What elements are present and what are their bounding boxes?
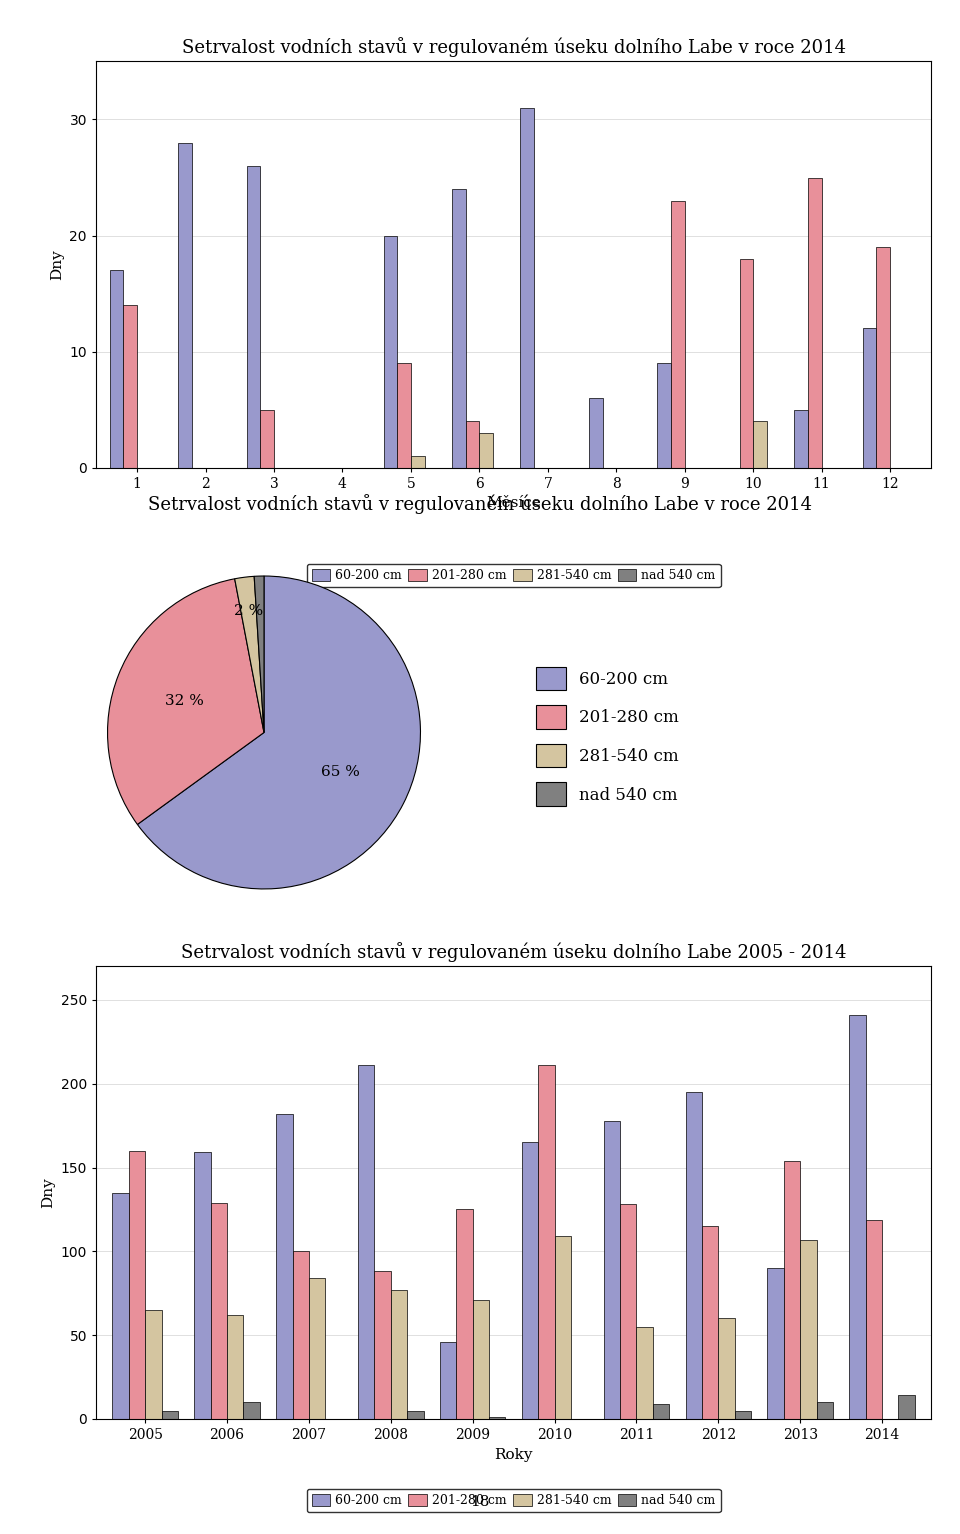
Wedge shape — [137, 575, 420, 888]
Bar — [899, 1396, 915, 1419]
Bar — [653, 1404, 669, 1419]
Bar — [179, 143, 192, 468]
Bar — [124, 305, 137, 468]
Wedge shape — [108, 578, 264, 824]
Bar — [276, 1114, 293, 1419]
Bar — [227, 1315, 244, 1419]
Bar — [397, 364, 411, 468]
Bar — [145, 1310, 161, 1419]
Legend: 60-200 cm, 201-280 cm, 281-540 cm, nad 540 cm: 60-200 cm, 201-280 cm, 281-540 cm, nad 5… — [306, 563, 721, 588]
Bar — [636, 1327, 653, 1419]
Y-axis label: Dny: Dny — [50, 249, 63, 281]
Bar — [293, 1252, 309, 1419]
Title: Setrvalost vodních stavů v regulovaném úseku dolního Labe v roce 2014: Setrvalost vodních stavů v regulovaném ú… — [181, 37, 846, 57]
Bar — [522, 1143, 539, 1419]
Bar — [801, 1239, 817, 1419]
Bar — [658, 364, 671, 468]
Bar — [452, 189, 466, 468]
Text: Setrvalost vodních stavů v regulovaném úseku dolního Labe v roce 2014: Setrvalost vodních stavů v regulovaném ú… — [148, 494, 812, 514]
Wedge shape — [254, 575, 264, 732]
Bar — [671, 201, 684, 468]
Bar — [374, 1272, 391, 1419]
Bar — [866, 1220, 882, 1419]
Bar — [863, 328, 876, 468]
Bar — [783, 1161, 801, 1419]
Title: Setrvalost vodních stavů v regulovaném úseku dolního Labe 2005 - 2014: Setrvalost vodních stavů v regulovaném ú… — [180, 942, 847, 962]
Bar — [384, 236, 397, 468]
Bar — [109, 270, 124, 468]
Legend: 60-200 cm, 201-280 cm, 281-540 cm, nad 540 cm: 60-200 cm, 201-280 cm, 281-540 cm, nad 5… — [529, 660, 685, 813]
Bar — [247, 166, 260, 468]
Bar — [520, 107, 534, 468]
Bar — [876, 247, 890, 468]
Legend: 60-200 cm, 201-280 cm, 281-540 cm, nad 540 cm: 60-200 cm, 201-280 cm, 281-540 cm, nad 5… — [306, 1488, 721, 1513]
Bar — [808, 178, 822, 468]
Bar — [407, 1411, 423, 1419]
Bar — [620, 1204, 636, 1419]
Bar — [309, 1278, 325, 1419]
Text: 18: 18 — [470, 1496, 490, 1509]
Bar — [702, 1226, 718, 1419]
Bar — [555, 1236, 571, 1419]
Bar — [588, 399, 603, 468]
Bar — [739, 259, 754, 468]
Bar — [817, 1402, 833, 1419]
Bar — [194, 1152, 210, 1419]
Bar — [112, 1193, 129, 1419]
Bar — [129, 1150, 145, 1419]
Text: 65 %: 65 % — [322, 764, 360, 779]
Bar — [767, 1269, 783, 1419]
Bar — [489, 1417, 505, 1419]
Bar — [754, 422, 767, 468]
Bar — [161, 1411, 178, 1419]
Bar — [685, 1092, 702, 1419]
Text: 2 %: 2 % — [234, 604, 263, 618]
Bar — [794, 410, 808, 468]
Bar — [411, 456, 424, 468]
Bar — [358, 1065, 374, 1419]
Text: 32 %: 32 % — [164, 693, 204, 707]
Bar — [850, 1016, 866, 1419]
Bar — [391, 1290, 407, 1419]
Bar — [440, 1342, 456, 1419]
Bar — [210, 1203, 227, 1419]
Bar — [734, 1411, 751, 1419]
Bar — [260, 410, 274, 468]
Bar — [472, 1299, 489, 1419]
Bar — [539, 1065, 555, 1419]
Bar — [466, 422, 479, 468]
Bar — [479, 433, 493, 468]
Bar — [244, 1402, 260, 1419]
Bar — [718, 1318, 734, 1419]
Bar — [456, 1209, 472, 1419]
Bar — [604, 1121, 620, 1419]
X-axis label: Měsíce: Měsíce — [486, 497, 541, 511]
Wedge shape — [234, 577, 264, 732]
X-axis label: Roky: Roky — [494, 1448, 533, 1462]
Y-axis label: Dny: Dny — [41, 1177, 55, 1209]
